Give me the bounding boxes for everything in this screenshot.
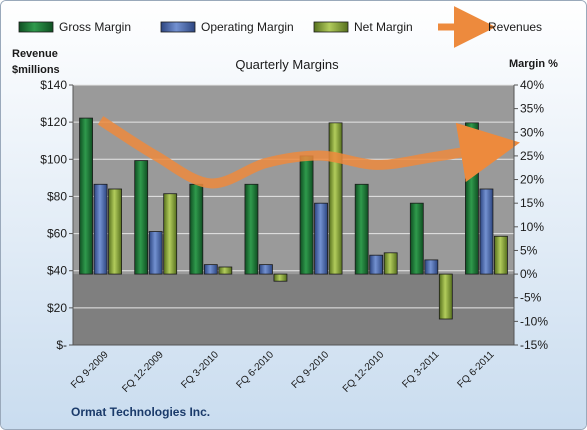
bar-operating-margin — [148, 231, 163, 275]
right-tick-label: 15% — [520, 196, 544, 210]
bar-operating-margin — [424, 259, 439, 275]
right-axis-label: Margin % — [509, 58, 558, 70]
right-tick-label: 5% — [520, 243, 538, 257]
left-axis-label-line1: Revenue — [12, 48, 58, 60]
left-tick-label: $40 — [47, 264, 67, 278]
bar-operating-margin — [203, 264, 218, 275]
left-tick-label: $80 — [47, 189, 67, 203]
right-tick-label: 10% — [520, 220, 544, 234]
bar-net-margin — [494, 235, 508, 275]
legend-label-operating-margin: Operating Margin — [201, 20, 294, 34]
bar-gross-margin — [79, 117, 93, 275]
bar-operating-margin — [93, 183, 108, 275]
left-axis-label-line2: $millions — [12, 64, 60, 76]
left-tick-label: $60 — [47, 227, 67, 241]
bar-net-margin — [108, 188, 122, 275]
company-footer: Ormat Technologies Inc. — [71, 405, 210, 419]
bar-net-margin — [218, 266, 233, 275]
left-tick-label: $- — [56, 338, 67, 352]
right-tick-label: 20% — [520, 173, 544, 187]
bar-gross-margin — [354, 183, 369, 275]
bar-operating-margin — [479, 188, 494, 275]
right-tick-label: 30% — [520, 125, 544, 139]
left-tick-label: $20 — [47, 301, 67, 315]
right-tick-label: -10% — [520, 314, 548, 328]
bar-operating-margin — [369, 254, 384, 275]
right-tick-label: 0% — [520, 267, 538, 281]
right-tick-label: 35% — [520, 102, 544, 116]
bar-operating-margin — [314, 202, 328, 275]
bar-gross-margin — [189, 183, 204, 275]
right-tick-label: 40% — [520, 78, 544, 92]
right-tick-label: -5% — [520, 291, 542, 305]
bar-net-margin — [163, 193, 178, 275]
bar-net-margin — [273, 273, 288, 282]
bars — [79, 117, 508, 320]
right-tick-label: -15% — [520, 338, 548, 352]
bar-gross-margin — [134, 160, 149, 275]
legend-swatch-gross-margin — [18, 21, 54, 33]
legend-label-gross-margin: Gross Margin — [59, 20, 131, 34]
legend: Gross Margin Operating Margin Net Margin Re… — [18, 6, 542, 48]
right-tick-label: 25% — [520, 149, 544, 163]
chart-title: Quarterly Margins — [235, 57, 339, 72]
bar-net-margin — [328, 122, 343, 275]
legend-label-revenues: Revenues — [488, 20, 542, 34]
bar-net-margin — [438, 273, 453, 320]
revenue-line — [97, 116, 520, 189]
revenue-curve — [97, 116, 520, 189]
left-tick-label: $100 — [40, 152, 67, 166]
legend-swatch-net-margin — [313, 21, 349, 33]
bar-net-margin — [383, 252, 398, 275]
left-tick-label: $140 — [40, 78, 67, 92]
bar-gross-margin — [409, 202, 424, 275]
bar-gross-margin — [299, 155, 314, 275]
bar-gross-margin — [244, 183, 259, 275]
legend-label-net-margin: Net Margin — [354, 20, 413, 34]
bar-operating-margin — [259, 264, 273, 275]
legend-swatch-operating-margin — [160, 21, 196, 33]
left-tick-label: $120 — [40, 115, 67, 129]
